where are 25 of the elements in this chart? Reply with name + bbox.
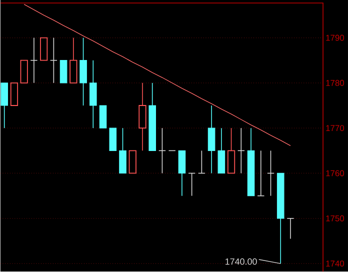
candlestick [40, 37, 48, 61]
candlestick [20, 60, 28, 84]
candlestick [218, 128, 226, 174]
candlestick [227, 128, 236, 174]
candlestick [80, 37, 87, 106]
candlestick [10, 82, 18, 106]
y-tick-label: 1780 [326, 80, 344, 86]
candlestick [70, 37, 78, 84]
candlestick [208, 105, 216, 174]
candlestick [99, 105, 107, 128]
annotation: 1740.00 [226, 258, 257, 265]
candlestick [60, 60, 68, 84]
y-tick-label: 1790 [326, 34, 344, 41]
candlestick [89, 60, 97, 128]
candlestick [0, 82, 8, 128]
y-tick-label: 1760 [326, 170, 344, 176]
candlestick [119, 128, 126, 174]
candlestick [178, 150, 186, 196]
candlestick [128, 150, 136, 174]
y-tick-label: 1750 [326, 215, 344, 222]
candlestick [286, 218, 294, 240]
candlestick [138, 82, 146, 152]
y-tick-label: 1770 [326, 125, 344, 132]
y-tick-label: 1740 [326, 260, 344, 267]
candlestick [109, 128, 117, 152]
